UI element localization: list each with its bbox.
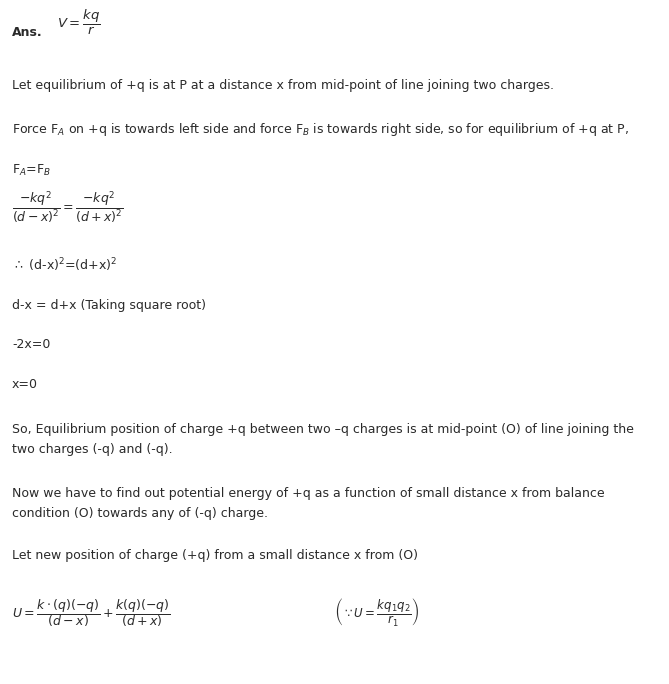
Text: $\therefore$ (d-x)$^{2}$=(d+x)$^{2}$: $\therefore$ (d-x)$^{2}$=(d+x)$^{2}$ <box>12 256 117 274</box>
Text: So, Equilibrium position of charge +q between two –q charges is at mid-point (O): So, Equilibrium position of charge +q be… <box>12 423 634 436</box>
Text: Let new position of charge (+q) from a small distance x from (O): Let new position of charge (+q) from a s… <box>12 549 418 562</box>
Text: two charges (-q) and (-q).: two charges (-q) and (-q). <box>12 443 173 456</box>
Text: $U = \dfrac{k\cdot(q)(-q)}{(d-x)} + \dfrac{k(q)(-q)}{(d+x)}$: $U = \dfrac{k\cdot(q)(-q)}{(d-x)} + \dfr… <box>12 597 171 629</box>
Text: $V = \dfrac{kq}{r}$: $V = \dfrac{kq}{r}$ <box>57 8 100 36</box>
Text: $\dfrac{-kq^2}{(d-x)^2} = \dfrac{-kq^2}{(d+x)^2}$: $\dfrac{-kq^2}{(d-x)^2} = \dfrac{-kq^2}{… <box>12 189 124 225</box>
Text: condition (O) towards any of (-q) charge.: condition (O) towards any of (-q) charge… <box>12 506 268 520</box>
Text: -2x=0: -2x=0 <box>12 339 50 352</box>
Text: Ans.: Ans. <box>12 25 43 38</box>
Text: Let equilibrium of +q is at P at a distance x from mid-point of line joining two: Let equilibrium of +q is at P at a dista… <box>12 79 554 92</box>
Text: x=0: x=0 <box>12 378 38 391</box>
Text: F$_{A}$=F$_{B}$: F$_{A}$=F$_{B}$ <box>12 163 51 178</box>
Text: Now we have to find out potential energy of +q as a function of small distance x: Now we have to find out potential energy… <box>12 486 605 499</box>
Text: Force F$_{A}$ on +q is towards left side and force F$_{B}$ is towards right side: Force F$_{A}$ on +q is towards left side… <box>12 122 629 138</box>
Text: $\left(\because U = \dfrac{kq_1q_2}{r_1}\right)$: $\left(\because U = \dfrac{kq_1q_2}{r_1}… <box>334 597 419 629</box>
Text: d-x = d+x (Taking square root): d-x = d+x (Taking square root) <box>12 298 206 311</box>
